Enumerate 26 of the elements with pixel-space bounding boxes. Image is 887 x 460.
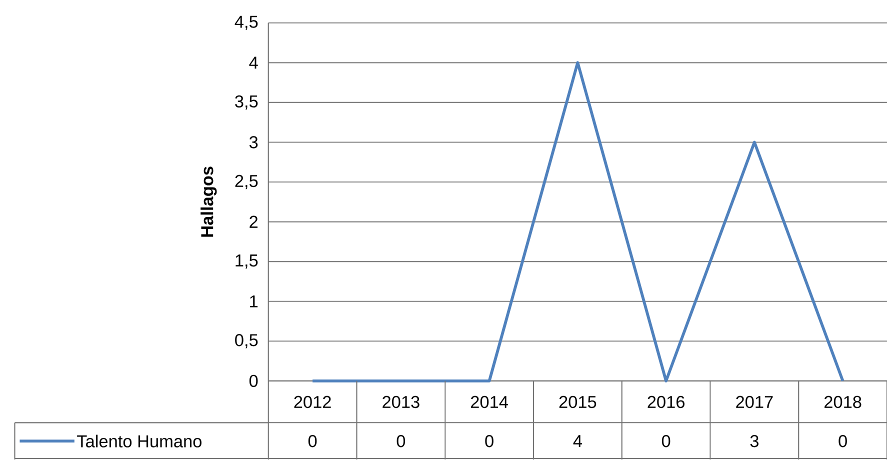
x-tick-label: 2013 [382, 396, 420, 408]
x-tick-label: 2014 [471, 396, 508, 408]
y-tick-label: 4,5 [234, 16, 258, 30]
data-label: 0 [308, 435, 317, 448]
data-label: 4 [573, 435, 582, 448]
x-tick-label: 2015 [559, 396, 596, 408]
y-tick-label: 4 [249, 56, 258, 69]
x-tick-label: 2017 [736, 396, 773, 408]
data-label: 3 [750, 435, 758, 448]
y-tick-label: 3 [249, 136, 258, 149]
y-tick-label: 2,5 [235, 175, 258, 190]
y-tick-label: 1,5 [236, 254, 258, 269]
y-axis-title: Hallagos [200, 166, 217, 237]
legend-label: Talento Humano [77, 435, 202, 448]
data-label: 0 [485, 435, 494, 448]
y-tick-label: 0 [249, 375, 258, 388]
data-label: 0 [396, 435, 406, 448]
y-tick-label: 0,5 [235, 334, 258, 349]
x-tick-label: 2018 [824, 396, 862, 408]
y-tick-label: 2 [250, 216, 258, 228]
y-tick-label: 1 [250, 296, 258, 308]
x-tick-label: 2012 [294, 396, 331, 408]
data-label: 0 [662, 435, 670, 448]
data-label: 0 [838, 435, 847, 448]
x-tick-label: 2016 [648, 396, 684, 408]
y-tick-label: 3,5 [235, 96, 258, 110]
